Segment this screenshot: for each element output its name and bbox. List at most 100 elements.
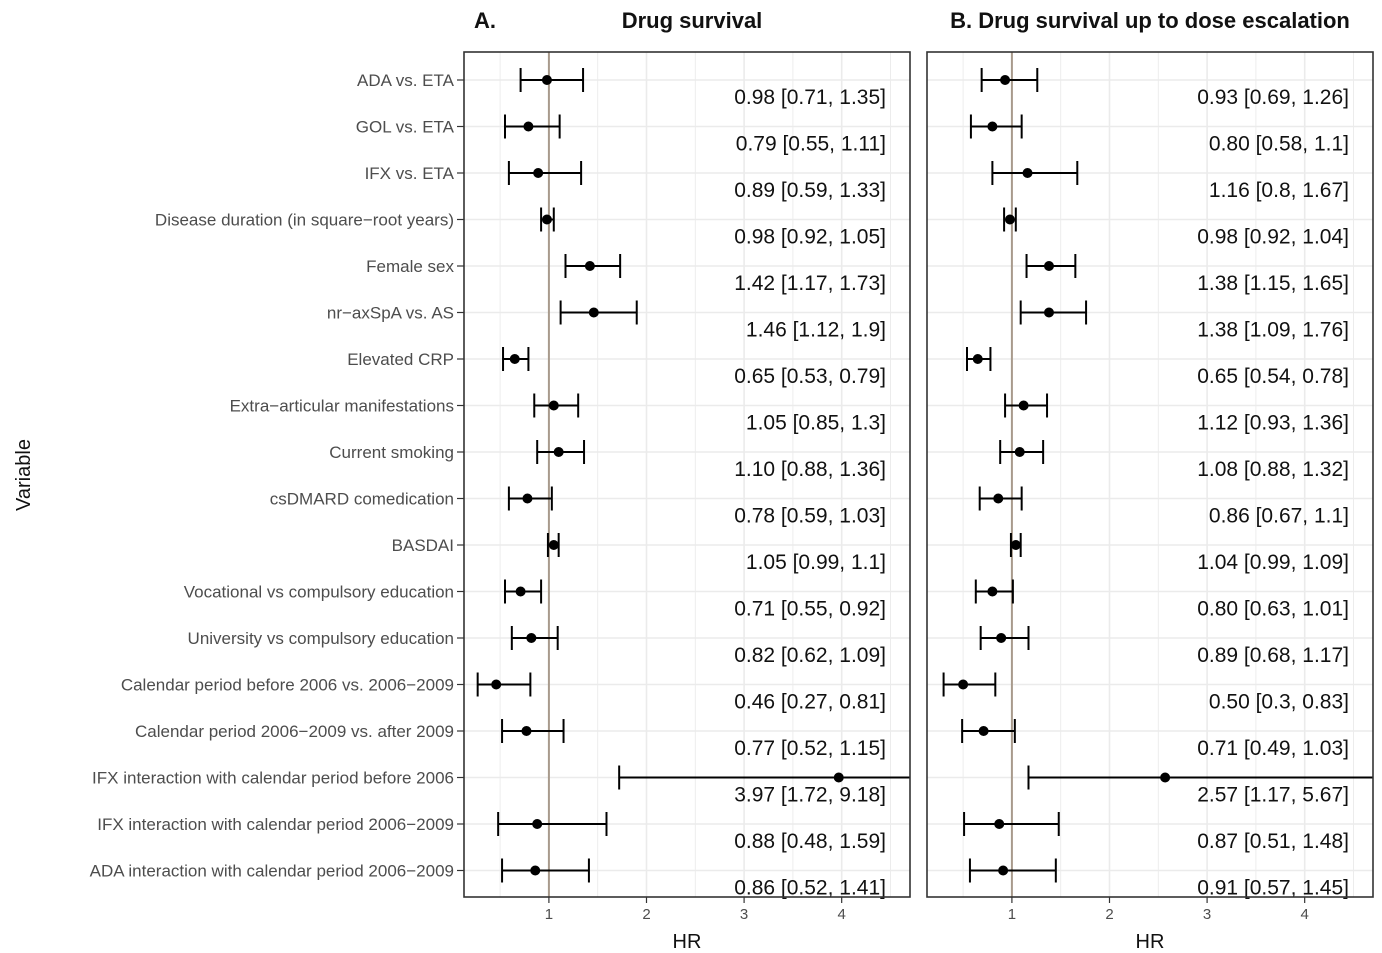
estimate-label: 1.05 [0.99, 1.1] [746,551,886,574]
x-tick-label: 3 [1203,906,1211,923]
estimate-label: 0.77 [0.52, 1.15] [734,737,886,760]
estimate-label: 0.91 [0.57, 1.45] [1197,877,1349,900]
estimate-label: 0.89 [0.59, 1.33] [734,179,886,202]
hr-point [998,865,1009,876]
estimate-label: 1.04 [0.99, 1.09] [1197,551,1349,574]
panel-border [463,51,911,898]
estimate-label: 0.98 [0.71, 1.35] [734,86,886,109]
hr-point [996,633,1007,643]
hr-point [1004,214,1015,225]
estimate-label: 1.05 [0.85, 1.3] [746,412,886,435]
x-tick-label: 3 [740,906,748,923]
x-axis-title: HR [673,931,702,953]
hr-point [1014,447,1025,457]
estimate-label: 1.16 [0.8, 1.67] [1209,179,1349,202]
variable-label: ADA interaction with calendar period 200… [90,862,454,881]
hr-point [1043,261,1054,271]
estimate-label: 0.82 [0.62, 1.09] [734,644,886,667]
estimate-label: 0.88 [0.48, 1.59] [734,830,886,853]
hr-point [972,354,983,364]
estimate-label: 0.80 [0.58, 1.1] [1209,133,1349,156]
hr-point [1010,540,1021,550]
hr-point [584,261,595,271]
estimate-label: 0.80 [0.63, 1.01] [1197,598,1349,621]
x-tick-label: 2 [642,906,650,923]
variable-label: IFX vs. ETA [365,164,455,183]
panel-letter: A. [474,8,496,33]
hr-point [548,400,559,411]
variable-label: Extra−articular manifestations [230,397,454,416]
variable-label: Disease duration (in square−root years) [155,211,454,230]
variable-label: nr−axSpA vs. AS [327,304,454,323]
estimate-label: 0.78 [0.59, 1.03] [734,505,886,528]
hr-point [958,679,969,690]
panel-b: 0.93 [0.69, 1.26] 0.80 [0.58, 1.1] 1.16 [0… [926,8,1374,953]
estimate-label: 1.08 [0.88, 1.32] [1197,458,1349,481]
variable-label: csDMARD comedication [270,490,454,509]
estimate-label: 0.98 [0.92, 1.04] [1197,226,1349,249]
hr-point [521,726,532,736]
estimate-label: 1.38 [1.15, 1.65] [1197,272,1349,295]
estimate-label: 0.65 [0.53, 0.79] [734,365,886,388]
hr-point [533,168,544,178]
panels: 0.98 [0.71, 1.35] 0.79 [0.55, 1.11] 0.89 [… [463,8,1374,953]
marks [942,68,1373,883]
variable-label: University vs compulsory education [188,629,454,648]
variable-label: GOL vs. ETA [356,118,455,137]
panel-title: B. Drug survival up to dose escalation [950,8,1350,33]
estimate-label: 0.98 [0.92, 1.05] [734,226,886,249]
estimate-label: 0.65 [0.54, 0.78] [1197,365,1349,388]
hr-point [1043,307,1054,318]
variable-label: Calendar period 2006−2009 vs. after 2009 [135,722,454,741]
hr-point [993,493,1004,504]
variable-label: BASDAI [392,536,454,555]
variable-label: IFX interaction with calendar period bef… [92,769,454,788]
hr-point [1000,75,1011,85]
hr-point [541,214,552,225]
hr-point [526,633,537,643]
y-axis-title: Variable [13,439,35,511]
hr-point [1160,772,1171,783]
panel-background [927,52,1373,897]
estimate-label: 0.89 [0.68, 1.17] [1197,644,1349,667]
hr-point [523,121,534,132]
estimate-label: 1.46 [1.12, 1.9] [746,319,886,342]
hr-point [530,865,541,876]
x-tick-label: 1 [545,906,553,923]
marks [476,68,910,883]
hr-point [509,354,520,364]
hr-point [1018,400,1029,411]
hr-point [1022,168,1033,178]
estimate-label: 1.42 [1.17, 1.73] [734,272,886,295]
x-axis-title: HR [1136,931,1165,953]
estimate-label: 0.50 [0.3, 0.83] [1209,691,1349,714]
variable-labels: ADA vs. ETA GOL vs. ETA IFX vs. ETA Disease… [90,71,464,881]
hr-point [833,772,844,783]
estimate-label: 1.10 [0.88, 1.36] [734,458,886,481]
x-tick-label: 2 [1105,906,1113,923]
grid [464,52,910,897]
estimate-label: 0.46 [0.27, 0.81] [734,691,886,714]
estimate-label: 3.97 [1.72, 9.18] [734,784,886,807]
variable-label: ADA vs. ETA [357,71,455,90]
estimate-label: 0.87 [0.51, 1.48] [1197,830,1349,853]
hr-point [491,679,502,690]
variable-label: Female sex [366,257,454,276]
estimate-label: 0.93 [0.69, 1.26] [1197,86,1349,109]
variable-label: IFX interaction with calendar period 200… [97,815,454,834]
variable-label: Calendar period before 2006 vs. 2006−200… [121,676,454,695]
estimate-label: 2.57 [1.17, 5.67] [1197,784,1349,807]
hr-point [588,307,599,318]
hr-point [548,540,559,550]
estimate-label: 0.71 [0.49, 1.03] [1197,737,1349,760]
hr-point [987,586,998,597]
x-tick-label: 4 [1301,906,1309,923]
x-tick-label: 4 [838,906,846,923]
variable-label: Current smoking [329,443,454,462]
variable-label: Elevated CRP [347,350,454,369]
estimate-label: 1.12 [0.93, 1.36] [1197,412,1349,435]
hr-point [978,726,989,736]
hr-point [987,121,998,132]
panel-border [926,51,1374,898]
estimate-label: 0.86 [0.52, 1.41] [734,877,886,900]
